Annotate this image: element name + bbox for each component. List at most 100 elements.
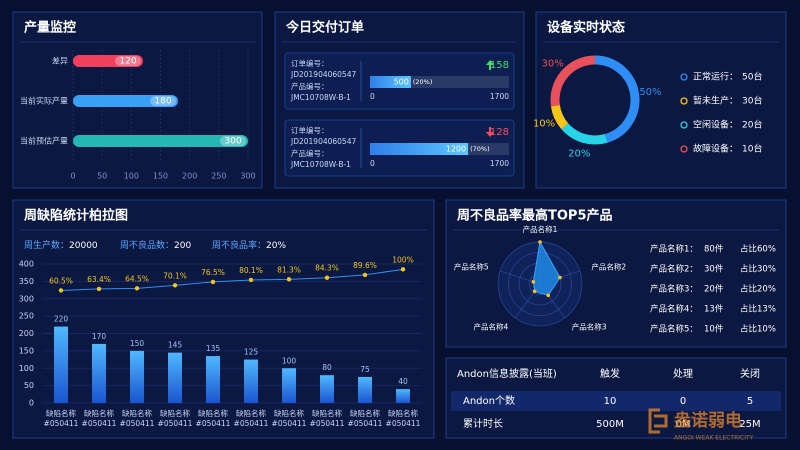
x-tick-label: 缺陷名称 [388,408,418,418]
order-no: JD201904060547 [290,137,356,146]
line-point [286,277,292,282]
value-label: 300 [224,137,241,147]
x-tick-label: 100 [124,172,139,181]
item-share: 占比10% [740,324,776,335]
value-label: 40 [398,377,408,386]
stat-value: 20000 [69,241,98,251]
value-label: 76.5% [201,268,225,277]
change-value: 158 [490,60,509,71]
item-share: 占比13% [740,304,776,315]
axis-label: 产品名称4 [473,322,508,332]
slice-label: 30% [542,58,564,69]
x-tick-label: 缺陷名称 [122,408,152,418]
panel-title: 产量监控 [24,20,76,36]
order-label: 订单编号： [291,125,329,135]
x-tick-label: #050411 [310,419,345,428]
item-count: 20件 [704,284,724,295]
bar [54,326,68,403]
item-name: 产品名称1： [650,244,698,255]
line [60,268,404,291]
axis-label: 产品名称2 [591,261,626,271]
bar [282,368,296,403]
x-tick-label: 缺陷名称 [236,408,266,418]
x-tick-label: #050411 [386,419,421,428]
value-label: 135 [206,344,221,353]
y-tick-label: 当前预估产量 [20,136,68,146]
radar-area [532,240,561,296]
x-tick-label: #050411 [120,419,155,428]
bar [358,376,372,403]
row-stripe [451,391,781,411]
watermark-subtitle: ANGOI WEAK ELECTRICITY [674,435,754,442]
x-tick-label: #050411 [348,419,383,428]
progress-max: 1700 [490,159,509,168]
axis-label: 产品名称3 [572,322,607,332]
bar [73,55,143,67]
value-label: 100 [282,356,297,365]
panel-title: 设备实时状态 [547,20,625,36]
stat-label: 周不良品率： [212,239,266,251]
donut-slice [550,55,596,107]
legend-value: 30台 [742,95,762,107]
cell: 0M [676,419,691,430]
y-tick-label: 50 [24,381,34,390]
progress-min: 0 [370,92,375,101]
x-tick-label: 0 [70,172,75,181]
value-label: 60.5% [49,276,73,285]
y-tick-label: 200 [19,329,34,338]
x-tick-label: 缺陷名称 [312,408,342,418]
value-label: 84.3% [315,264,339,273]
x-tick-label: 300 [240,172,255,181]
y-tick-label: 350 [19,277,34,286]
x-tick-label: #050411 [158,419,193,428]
line-point [210,279,216,285]
value-label: 80.1% [239,266,263,275]
item-count: 13件 [704,304,724,315]
x-tick-label: 50 [97,172,107,181]
line-point [400,267,406,272]
legend-marker [680,73,688,81]
donut-slice [550,104,569,130]
change-value: 128 [490,127,509,138]
slice-label: 50% [639,87,661,98]
cell: 10 [604,396,617,407]
y-tick-label: 100 [19,364,34,373]
product-no: JMC10708W-B-1 [290,93,351,102]
column-header: 处理 [673,368,693,380]
progress-percent: (70%) [470,145,490,153]
progress-bar [370,143,469,155]
y-tick-label: 250 [19,312,34,321]
y-tick-label: 300 [19,294,34,303]
change-arrow [486,127,494,137]
order-no: JD201904060547 [290,70,356,79]
legend-value: 10台 [742,143,762,155]
item-name: 产品名称4： [650,304,698,315]
table-title: Andon信息披露(当班) [457,367,557,380]
y-tick-label: 0 [29,399,34,408]
radar-point [538,240,542,244]
value-label: 80 [322,363,332,372]
bar [396,389,410,403]
panel-title: 今日交付订单 [285,20,364,36]
watermark-title: 盎诺弱电 [673,410,742,431]
cell: 5 [747,396,753,407]
y-tick-label: 400 [19,260,34,269]
x-tick-label: #050411 [44,419,79,428]
cell: 25M [739,419,760,430]
progress-value: 500 [394,78,409,87]
legend-value: 20台 [742,119,762,131]
row-label: Andon个数 [463,394,515,407]
y-tick-label: 差异 [52,56,68,66]
progress-percent: (20%) [413,78,433,86]
axis-label: 产品名称1 [523,224,558,234]
watermark: 盎诺弱电 ANGOI WEAK ELECTRICITY [648,408,754,442]
value-label: 81.3% [277,265,301,274]
donut-slice [561,123,608,145]
line-point [248,277,254,283]
y-tick-label: 当前实际产量 [20,96,68,106]
value-label: 145 [168,341,183,350]
x-tick-label: 缺陷名称 [274,408,304,418]
x-tick-label: 250 [211,172,226,181]
line-point [58,288,64,293]
column-header: 触发 [600,367,620,380]
